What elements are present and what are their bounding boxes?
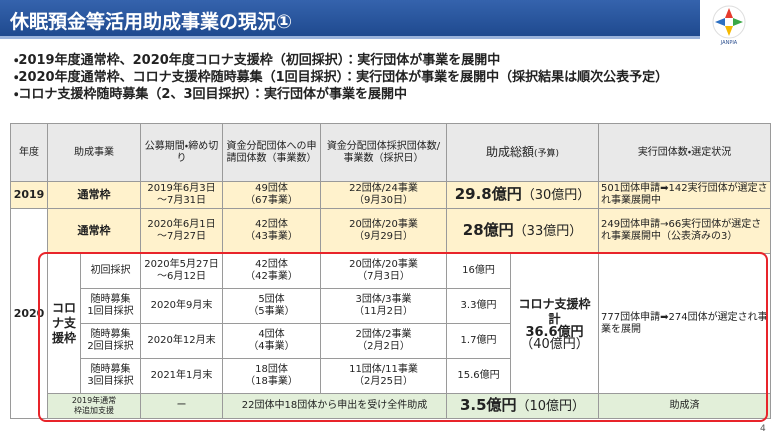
cell: 28億円（33億円） (445, 208, 600, 254)
cell: 5団体 （5事業） (222, 288, 321, 324)
cell: 2020年12月末 (140, 323, 223, 359)
cell: 42団体 （43事業） (222, 208, 321, 254)
header-cell: 実行団体数・選定状況 (598, 123, 772, 182)
cell: 2021年1月末 (140, 358, 223, 394)
header-cell: 年度 (10, 123, 48, 182)
cell: 1.7億円 (446, 323, 511, 359)
row: コロナ支援枠 初回採択 2020年5月27日 〜6月12日 42団体 （42事業… (11, 253, 772, 394)
cell: 通常枠 (47, 208, 141, 254)
cell: 初回採択 (80, 253, 141, 289)
header-cell: 資金分配団体への申請団体数（事業数） (222, 123, 321, 182)
bullet: 2019年度通常枠、2020年度コロナ支援枠（初回採択）：実行団体が事業を展開中 (14, 52, 668, 69)
cell: 2団体/2事業 （2月2日） (320, 323, 447, 359)
cell: コロナ支援枠計 36.6億円 （40億円） (509, 253, 600, 394)
amount: 29.8億円 (454, 184, 522, 203)
table: 年度 助成事業 公募期間・締め切り 資金分配団体への申請団体数（事業数） 資金分… (10, 123, 772, 419)
cell: 501団体申請➡142実行団体が選定され事業展開中 (598, 181, 772, 209)
budget: （40億円） (520, 336, 589, 352)
cell: 2019 (10, 181, 48, 209)
logo-text: JANPIA (720, 40, 738, 46)
subtotal-label: コロナ支援枠計 (518, 296, 591, 326)
cell: 20団体/20事業 （7月3日） (320, 253, 447, 289)
cell: 249団体申請→66実行団体が選定され事業展開中（公表済みの3） (598, 208, 772, 254)
cell: 助成済 (598, 393, 772, 419)
cell: 随時募集 3回目採択 (80, 358, 141, 394)
cell: 20団体/20事業 （9月29日） (320, 208, 447, 254)
header-text: (予算) (534, 148, 560, 159)
page-number: 4 (760, 424, 766, 434)
cell: 2020年6月1日 〜7月27日 (140, 208, 223, 254)
header-cell: 公募期間・締め切り (140, 123, 223, 182)
cell: 3.5億円（10億円） (445, 393, 600, 419)
cell: 16億円 (446, 253, 511, 289)
cell: 通常枠 (47, 181, 141, 209)
row: 2020 通常枠 2020年6月1日 〜7月27日 42団体 （43事業） 20… (10, 208, 772, 419)
cell: 随時募集 2回目採択 (80, 323, 141, 359)
row: 随時募集 1回目採択 2020年9月末 5団体 （5事業） 3団体/3事業 （1… (11, 288, 771, 324)
budget: （33億円） (513, 223, 583, 239)
cell: 2019年通常 枠追加支援 (47, 393, 141, 419)
cell: 2020年9月末 (140, 288, 223, 324)
cell: 3.3億円 (446, 288, 511, 324)
cell: 18団体 （18事業） (222, 358, 321, 394)
header-cell: 助成総額(予算) (445, 123, 600, 182)
header-text: 助成総額 (485, 144, 534, 159)
bullet: コロナ支援枠随時募集（2、3回目採択）：実行団体が事業を展開中 (14, 86, 668, 103)
cell: 49団体 （67事業） (222, 181, 321, 209)
budget: （10億円） (516, 398, 586, 414)
cell: 2020 (10, 208, 48, 419)
cell: 11団体/11事業 （2月25日） (320, 358, 447, 394)
bullet-list: 2019年度通常枠、2020年度コロナ支援枠（初回採択）：実行団体が事業を展開中… (14, 52, 668, 103)
cell: ー (140, 393, 223, 419)
amount: 28億円 (462, 220, 514, 239)
amount: 3.5億円 (459, 395, 517, 414)
header-row: 年度 助成事業 公募期間・締め切り 資金分配団体への申請団体数（事業数） 資金分… (10, 123, 772, 182)
cell: 22団体中18団体から申出を受け全件助成 (222, 393, 447, 419)
cell: コロナ支援枠 (47, 253, 81, 394)
header-cell: 助成事業 (47, 123, 141, 182)
cell: 2019年6月3日 〜7月31日 (140, 181, 223, 209)
cell: 22団体/24事業 （9月30日） (320, 181, 447, 209)
row: 2019 通常枠 2019年6月3日 〜7月31日 49団体 （67事業） 22… (10, 181, 772, 209)
cell: 随時募集 1回目採択 (80, 288, 141, 324)
cell: 777団体申請➡274団体が選定され事業を展開 (598, 253, 772, 394)
cell: 15.6億円 (446, 358, 511, 394)
amount: 36.6億円 (525, 324, 584, 340)
logo (712, 5, 746, 39)
budget: （30億円） (521, 187, 591, 203)
cell: 29.8億円（30億円） (445, 181, 600, 209)
cell: 42団体 （42事業） (222, 253, 321, 289)
cell: 2020年5月27日 〜6月12日 (140, 253, 223, 289)
title-bar (0, 0, 700, 39)
cell: 4団体 （4事業） (222, 323, 321, 359)
header-cell: 資金分配団体採択団体数/事業数（採択日） (320, 123, 447, 182)
row: 随時募集 3回目採択 2021年1月末 18団体 （18事業） 11団体/11事… (11, 358, 771, 394)
row: 2019年通常 枠追加支援 ー 22団体中18団体から申出を受け全件助成 3.5… (11, 393, 772, 419)
row: 随時募集 2回目採択 2020年12月末 4団体 （4事業） 2団体/2事業 （… (11, 323, 771, 359)
bullet: 2020年度通常枠、コロナ支援枠随時募集（1回目採択）：実行団体が事業を展開中（… (14, 69, 668, 86)
cell: 3団体/3事業 （11月2日） (320, 288, 447, 324)
slide-title: 休眠預金等活用助成事業の現況① (10, 11, 293, 33)
